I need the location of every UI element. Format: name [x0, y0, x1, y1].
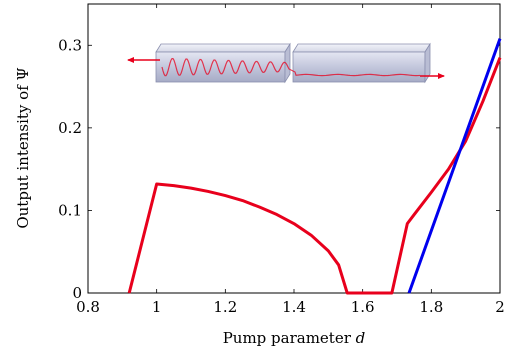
x-tick-label: 0.8 — [76, 298, 100, 316]
x-tick-label: 2 — [495, 298, 505, 316]
series-line-2 — [407, 38, 502, 294]
x-tick-label: 1.8 — [419, 298, 443, 316]
inset-wave-path — [161, 57, 421, 77]
y-tick-label: 0.1 — [58, 201, 82, 219]
x-axis-label: Pump parameter d — [223, 329, 366, 347]
x-tick-label: 1.4 — [282, 298, 306, 316]
y-axis-label: Output intensity of Ψ — [14, 67, 32, 228]
series-line-1 — [127, 57, 502, 295]
series-layer — [127, 38, 502, 295]
right-waveguide-block — [292, 42, 431, 84]
ticks-group: 0.8 1 1.2 1.4 1.6 1.8 2 0 0.1 0.2 0.3 — [58, 4, 505, 316]
waveguide-inset — [127, 42, 445, 84]
x-tick-label: 1.2 — [213, 298, 237, 316]
y-tick-label: 0 — [72, 284, 82, 302]
x-tick-label: 1 — [152, 298, 162, 316]
y-tick-label: 0.2 — [58, 119, 82, 137]
x-tick-label: 1.6 — [351, 298, 375, 316]
plot-frame — [87, 3, 501, 294]
left-waveguide-block — [155, 42, 291, 84]
y-tick-label: 0.3 — [58, 36, 82, 54]
